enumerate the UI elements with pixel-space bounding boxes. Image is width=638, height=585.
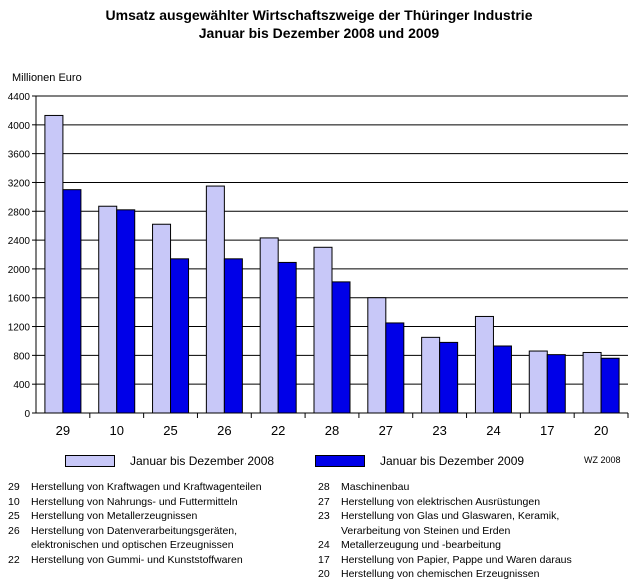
x-tick-label: 17: [540, 423, 554, 438]
note-code: 23: [318, 510, 330, 522]
left-note-row: 26 Herstellung von Datenverarbeitungsgerä…: [8, 524, 262, 539]
x-tick-label: 26: [217, 423, 231, 438]
chart-title-line-1: Umsatz ausgewählter Wirtschaftszweige de…: [105, 7, 533, 23]
x-tick-label: 27: [379, 423, 393, 438]
bar-27-2008: [367, 297, 387, 414]
bar-26-2008: [205, 185, 225, 414]
bar-28-2008: [313, 246, 333, 414]
note-code: 17: [318, 553, 330, 566]
bar-22-2008: [259, 237, 279, 414]
source-note: WZ 2008: [584, 455, 621, 465]
left-note-row: 22 Herstellung von Gummi- und Kunststoffw…: [8, 553, 262, 568]
note-text: Verarbeitung von Steinen und Erden: [341, 524, 511, 537]
y-tick-label: 4000: [8, 121, 31, 132]
note-code: [8, 538, 31, 553]
y-tick-label: 1600: [8, 294, 31, 305]
note-text: Herstellung von elektrischen Ausrüstunge…: [341, 495, 541, 508]
note-code: 10: [8, 495, 20, 508]
bar-17-2009: [546, 354, 566, 414]
legend-label-2009: Januar bis Dezember 2009: [380, 454, 525, 468]
note-code: 24: [318, 539, 330, 551]
bar-29-2008: [44, 114, 64, 414]
notes-right-column: 28 Maschinenbau 27 Herstellung von elektris…: [318, 480, 572, 582]
x-tick-label: 22: [271, 423, 285, 438]
left-note-row: 10 Herstellung von Nahrungs- und Futtermi…: [8, 495, 262, 510]
note-code: 25: [8, 510, 20, 522]
y-tick-label: 800: [13, 351, 30, 362]
bar-26-2009: [223, 258, 243, 414]
bar-24-2009: [492, 345, 512, 414]
note-text: elektronischen und optischen Erzeugnisse…: [31, 539, 234, 551]
bar-10-2009: [116, 209, 136, 414]
note-text: Herstellung von Datenverarbeitungsgeräte…: [31, 524, 238, 537]
legend-swatch-2009: [315, 455, 365, 467]
note-code: 28: [318, 481, 330, 493]
y-axis-label: Millionen Euro: [12, 72, 82, 84]
legend-swatch-2008: [65, 455, 115, 467]
x-tick-label: 29: [56, 423, 70, 438]
x-tick-label: 24: [486, 423, 500, 438]
notes-left-column: 29 Herstellung von Kraftwagen und Kraftwa…: [8, 480, 262, 567]
note-text: Herstellung von Glas und Glaswaren, Kera…: [341, 510, 560, 522]
note-text: Herstellung von Nahrungs- und Futtermitt…: [31, 495, 238, 508]
left-note-row: 29 Herstellung von Kraftwagen und Kraftwa…: [8, 480, 262, 495]
chart-title-line-2: Januar bis Dezember 2008 und 2009: [198, 25, 440, 41]
note-code: 20: [318, 568, 330, 580]
y-tick-label: 2000: [8, 265, 31, 276]
y-tick-label: 2400: [8, 236, 31, 247]
right-note-row: 27 Herstellung von elektrischen Ausrüstun…: [318, 495, 572, 510]
bar-23-2008: [421, 336, 441, 414]
y-tick-label: 3200: [8, 178, 31, 189]
y-tick-label: 0: [24, 409, 30, 420]
bar-25-2009: [170, 258, 190, 414]
right-note-row: 23 Herstellung von Glas und Glaswaren, Ke…: [318, 509, 572, 524]
note-text: Herstellung von Papier, Pappe und Waren …: [341, 553, 572, 566]
bar-25-2008: [152, 223, 172, 414]
bar-17-2008: [528, 350, 548, 414]
bar-chart: 0 400 800 1200 1600 2000 2400 2800 3200 3600 4000 4…: [8, 92, 629, 438]
legend: Januar bis Dezember 2008 Januar bis Deze…: [35, 448, 627, 474]
bar-29-2009: [62, 189, 82, 414]
x-tick-label: 10: [109, 423, 123, 438]
note-code: 27: [318, 495, 330, 508]
note-text: Metallerzeugung und -bearbeitung: [341, 539, 501, 551]
y-tick-label: 400: [13, 380, 30, 391]
note-code: 22: [8, 553, 20, 566]
y-tick-label: 2800: [8, 207, 31, 218]
right-note-row: 17 Herstellung von Papier, Pappe und Ware…: [318, 553, 572, 568]
note-text: Herstellung von Metallerzeugnissen: [31, 510, 198, 522]
bar-28-2009: [331, 281, 351, 414]
bar-23-2009: [439, 341, 459, 414]
right-note-row: 24 Metallerzeugung und -bearbeitung: [318, 538, 572, 553]
note-code: [318, 524, 341, 539]
y-tick-label: 1200: [8, 323, 31, 334]
x-tick-label: 23: [432, 423, 446, 438]
right-note-row: 20 Herstellung von chemischen Erzeugnisse…: [318, 567, 572, 582]
bar-22-2009: [277, 261, 297, 414]
note-text: Herstellung von Gummi- und Kunststoffwar…: [31, 553, 243, 566]
bar-24-2008: [474, 315, 494, 414]
right-note-row: 28 Maschinenbau: [318, 480, 572, 495]
note-text: Maschinenbau: [341, 481, 410, 493]
x-tick-label: 25: [163, 423, 177, 438]
left-note-row: elektronischen und optischen Erzeugnisse…: [8, 538, 262, 553]
bar-27-2009: [385, 322, 405, 414]
note-text: Herstellung von chemischen Erzeugnissen: [341, 568, 540, 580]
bar-20-2009: [600, 357, 620, 414]
legend-label-2008: Januar bis Dezember 2008: [130, 454, 275, 468]
right-note-row: Verarbeitung von Steinen und Erden: [318, 524, 572, 539]
note-code: 26: [8, 524, 20, 537]
note-text: Herstellung von Kraftwagen und Kraftwage…: [31, 481, 262, 493]
note-code: 29: [8, 481, 20, 493]
bar-20-2008: [582, 351, 602, 414]
bar-10-2008: [98, 205, 118, 414]
x-tick-label: 20: [594, 423, 608, 438]
x-tick-label: 28: [325, 423, 339, 438]
y-tick-label: 3600: [8, 150, 31, 161]
left-note-row: 25 Herstellung von Metallerzeugnissen: [8, 509, 262, 524]
y-tick-label: 4400: [8, 92, 31, 103]
